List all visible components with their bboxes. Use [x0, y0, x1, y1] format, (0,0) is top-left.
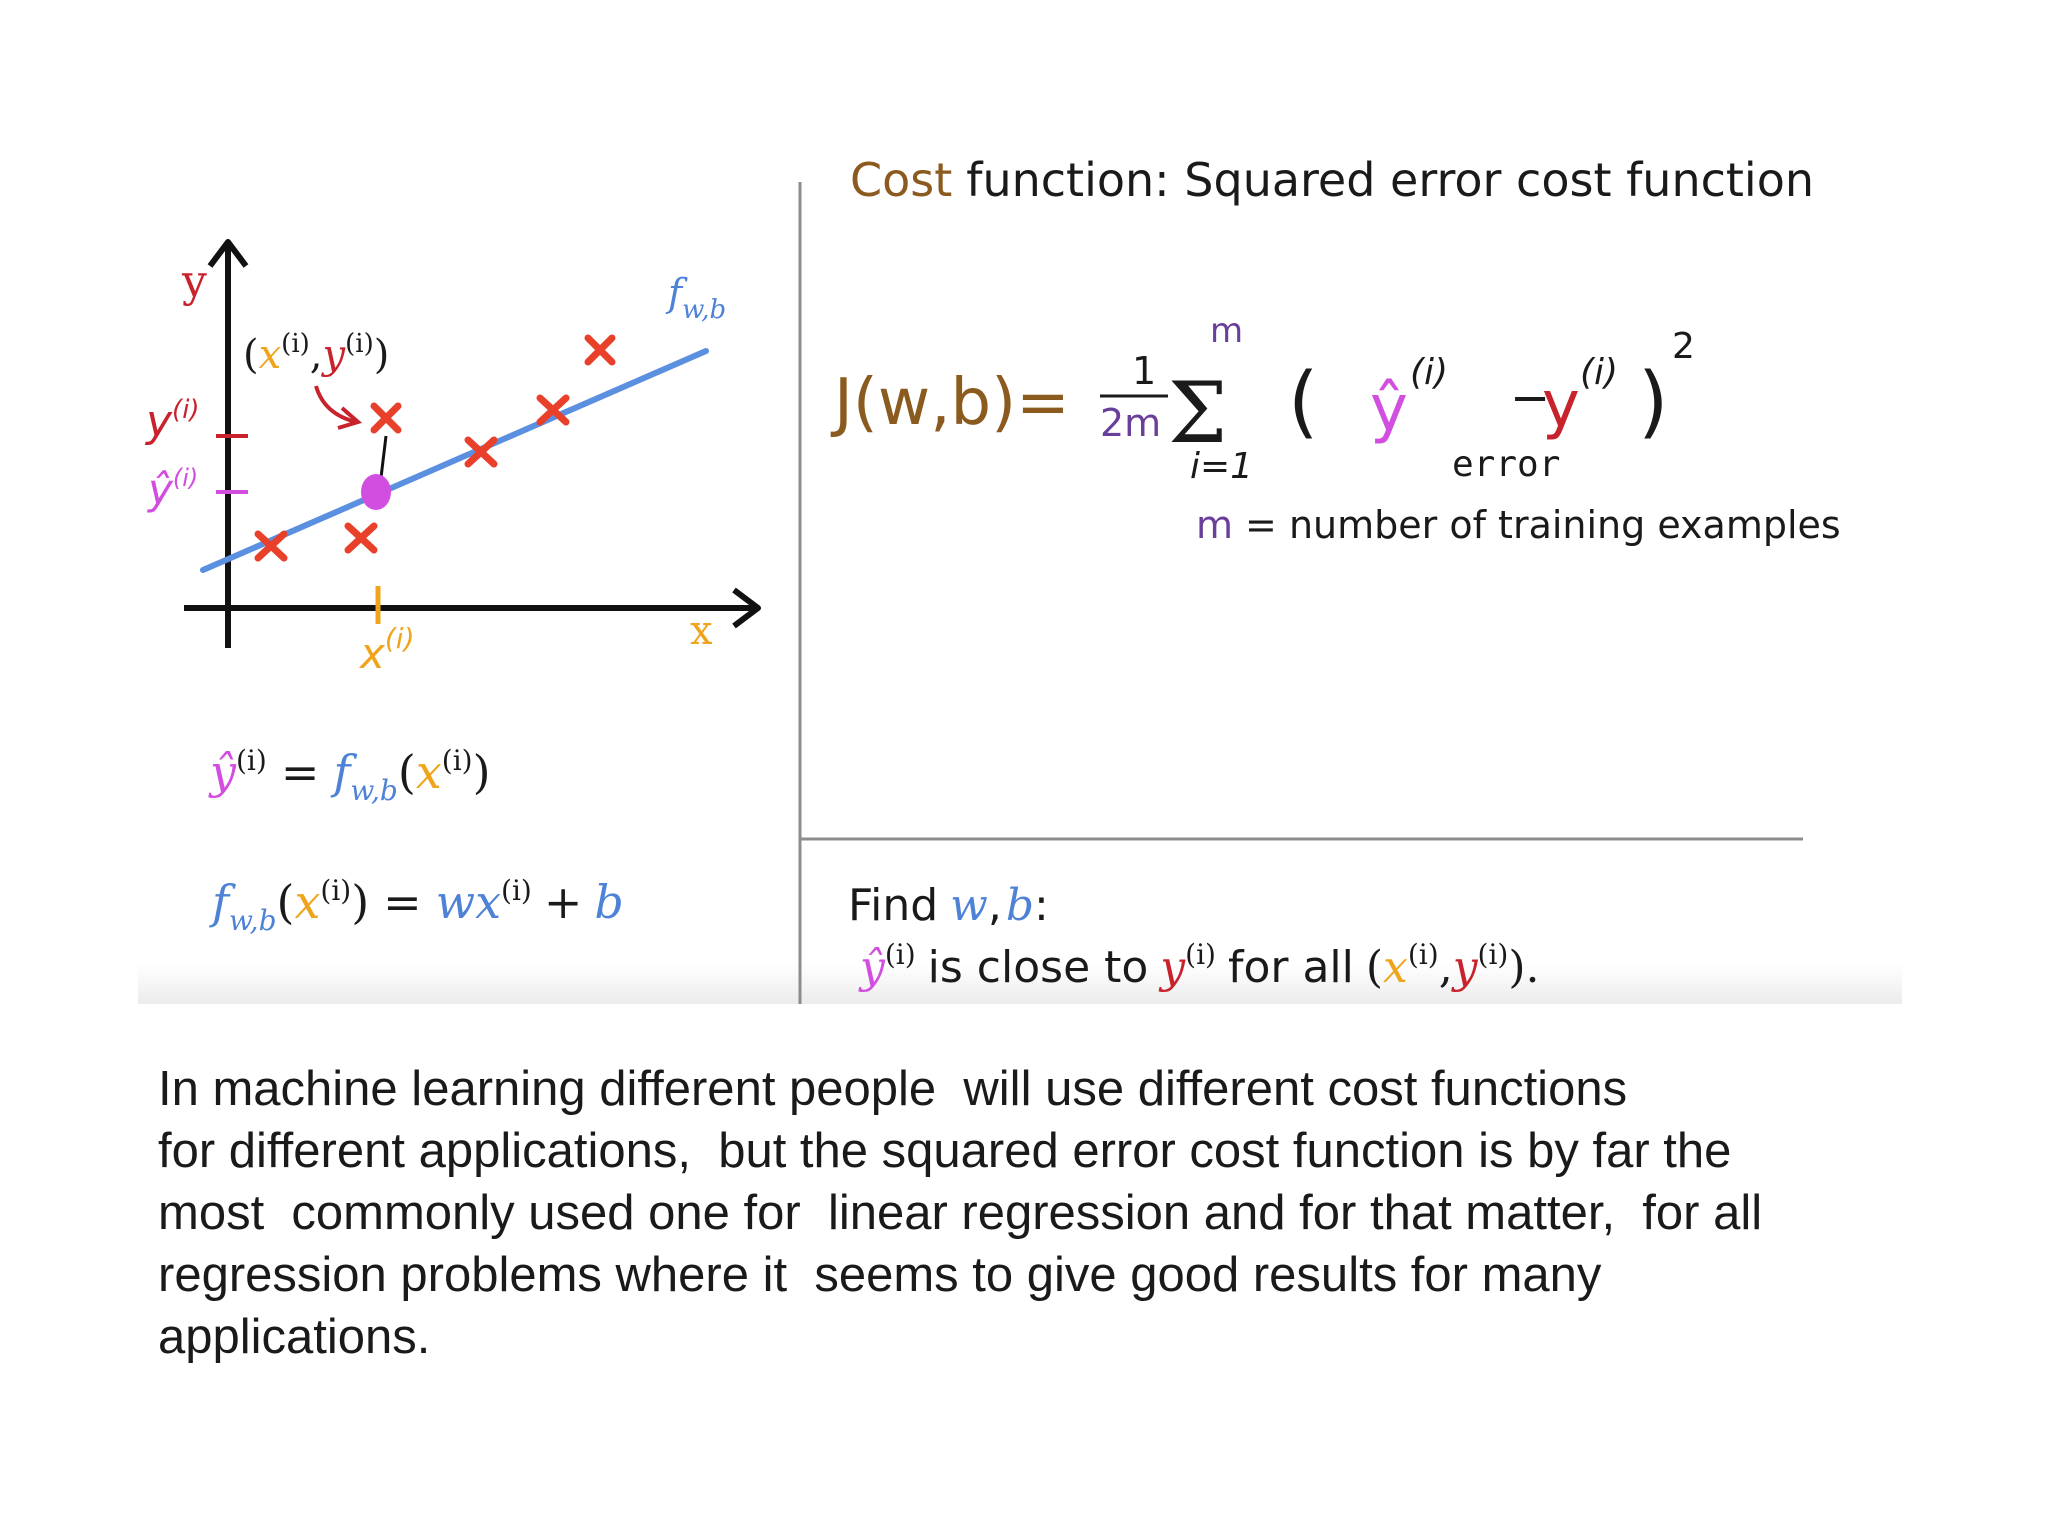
slide-bottom-fade: [138, 964, 1902, 1004]
m-definition: m = number of training examples: [1196, 503, 1841, 547]
y-tick-label: y(i): [144, 395, 200, 447]
exponent: 2: [1672, 326, 1695, 367]
find-heading: Find w,b:: [848, 880, 1049, 931]
yhat-term: ŷ: [1370, 372, 1408, 446]
y-superscript: (i): [1580, 352, 1618, 393]
cost-lhs: J(w,b)=: [830, 366, 1070, 440]
slide-drawing: y x fw,b (x(i),y(i)): [144, 153, 1841, 1004]
x-axis-arrow: [732, 587, 761, 629]
training-point: [254, 530, 288, 562]
point-coordinate-label: (x(i),y(i)): [243, 329, 389, 378]
model-equation: fw,b(x(i)) = wx(i) + b: [209, 874, 624, 937]
x-tick-label: x(i): [358, 622, 415, 678]
caption-line: for different applications, but the squa…: [158, 1124, 1732, 1178]
training-points: [254, 334, 616, 562]
close-paren: ): [1638, 357, 1668, 447]
slide-title: Cost function: Squared error cost functio…: [850, 153, 1814, 207]
caption-line: In machine learning different people wil…: [158, 1062, 1628, 1116]
training-point: [464, 436, 498, 468]
pointer-arrow: [314, 385, 357, 424]
yhat-tick-label: ŷ(i): [146, 464, 198, 514]
caption-line: most commonly used one for linear regres…: [158, 1186, 1763, 1240]
minus-sign: −: [1510, 370, 1550, 426]
fraction-denominator: 2m: [1100, 401, 1161, 445]
lecture-slide: y x fw,b (x(i),y(i)): [138, 146, 1902, 1004]
regression-graph: y x fw,b (x(i),y(i)): [144, 239, 761, 678]
caption-line: applications.: [158, 1310, 431, 1364]
pointer-arrow-head: [337, 406, 363, 430]
find-condition: ŷ(i) is close to y(i) for all (x(i),y(i)).: [858, 938, 1540, 993]
y-term: y: [1542, 368, 1580, 442]
x-axis-label: x: [690, 608, 713, 654]
fraction-numerator: 1: [1132, 349, 1156, 393]
training-point: [536, 394, 570, 426]
open-paren: (: [1288, 357, 1318, 447]
prediction-equation: ŷ(i) = fw,b(x(i)): [208, 744, 491, 807]
summation-sign: Σ: [1168, 364, 1227, 462]
fwb-line-label: fw,b: [665, 271, 726, 325]
caption-paragraph: In machine learning different people wil…: [158, 1058, 1938, 1368]
training-point: [370, 402, 402, 434]
summation-upper: m: [1210, 311, 1243, 351]
summation-lower: i=1: [1190, 446, 1253, 487]
training-point: [344, 522, 378, 554]
caption-line: regression problems where it seems to gi…: [158, 1248, 1602, 1302]
yhat-superscript: (i): [1410, 352, 1448, 393]
training-point: [584, 334, 616, 366]
error-label: error: [1452, 444, 1560, 485]
prediction-point: [361, 474, 391, 510]
cost-formula: J(w,b)= 1 2m Σ m i=1 ( ŷ (i) − y (i) ) 2…: [830, 311, 1695, 487]
y-axis-label: y: [181, 256, 207, 307]
y-axis-arrow: [207, 239, 249, 268]
